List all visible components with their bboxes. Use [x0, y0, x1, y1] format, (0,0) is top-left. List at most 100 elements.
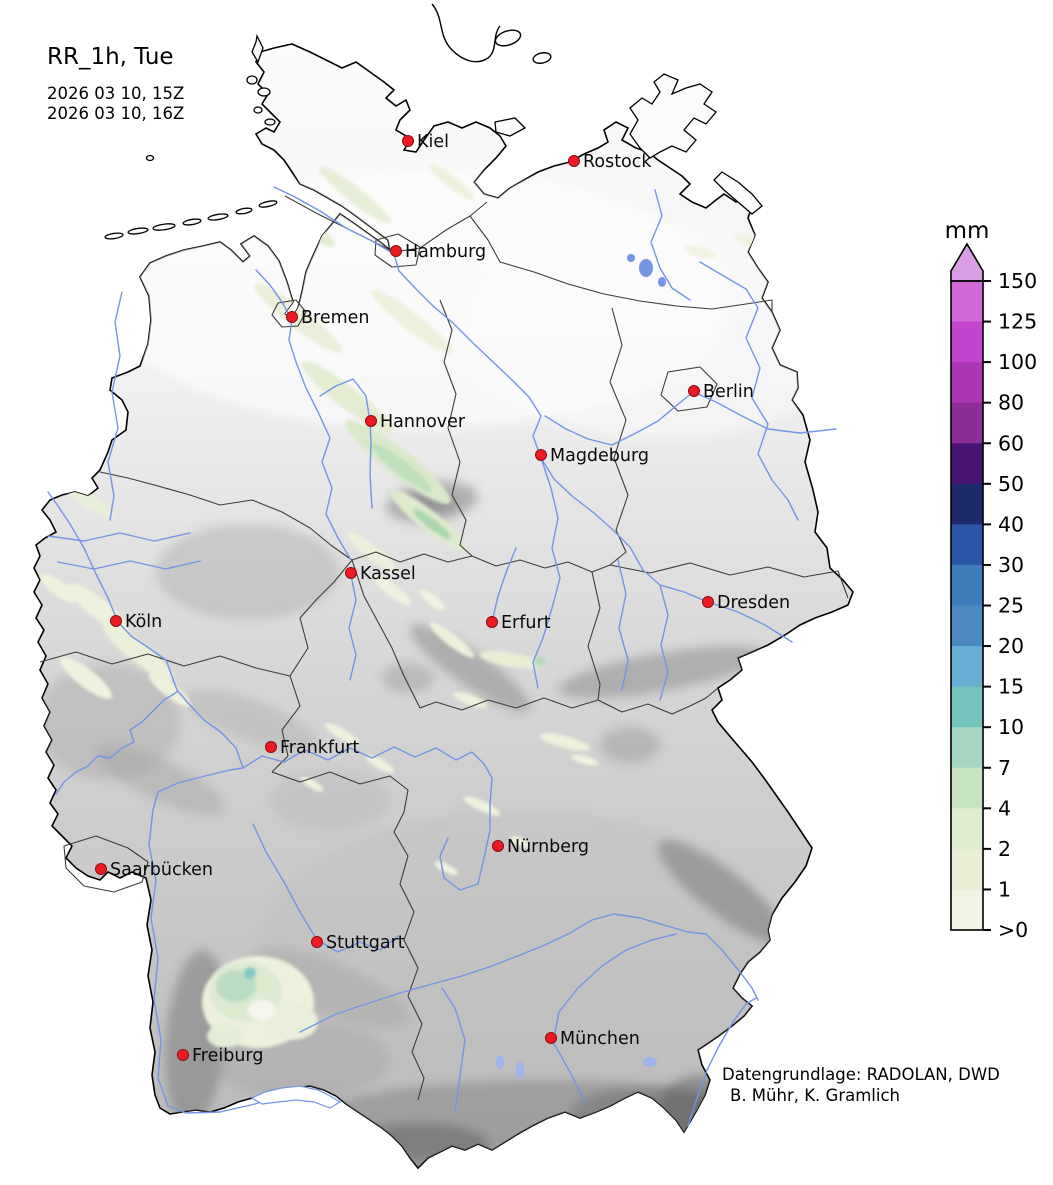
city-dot-Magdeburg — [535, 449, 547, 461]
river-weser — [255, 269, 352, 561]
river-elbe — [273, 186, 793, 643]
river-leine — [319, 378, 373, 509]
colorbar-segment — [951, 889, 983, 931]
city-label-Hamburg: Hamburg — [405, 242, 486, 262]
colorbar-segment — [951, 564, 983, 607]
island-helgoland — [145, 154, 155, 162]
city-label-Kassel: Kassel — [360, 564, 416, 584]
city-dot-Berlin — [688, 385, 700, 397]
river-ems — [107, 291, 123, 521]
city-markers: Kiel Rostock Hamburg Bremen Berlin Hannover Ma… — [95, 132, 790, 1066]
colorbar-unit-label: mm — [945, 218, 990, 244]
colorbar-tick-label: 10 — [998, 715, 1024, 739]
city-label-Magdeburg: Magdeburg — [550, 446, 649, 466]
city-label-Dresden: Dresden — [717, 593, 790, 613]
attribution: Datengrundlage: RADOLAN, DWD B. Mühr, K.… — [722, 1064, 1000, 1106]
island-sylt — [251, 33, 264, 64]
attribution-source: Datengrundlage: RADOLAN, DWD — [722, 1065, 1000, 1084]
city-label-Köln: Köln — [125, 612, 162, 632]
city-dot-Köln — [110, 615, 122, 627]
title-block: RR_1h, Tue — [47, 44, 174, 70]
colorbar-segment — [951, 605, 983, 647]
city-label-Nürnberg: Nürnberg — [507, 837, 589, 857]
city-label-Bremen: Bremen — [301, 308, 370, 328]
city-label-Kiel: Kiel — [417, 132, 449, 152]
city-label-Frankfurt: Frankfurt — [280, 738, 359, 758]
river-havel-spree — [544, 391, 837, 446]
colorbar-segment — [951, 402, 983, 444]
colorbar-segment — [951, 727, 983, 769]
island-ruegen — [629, 73, 717, 159]
city-dot-Bremen — [286, 311, 298, 323]
denmark-coast — [431, 3, 552, 64]
map-title: RR_1h, Tue — [47, 44, 174, 70]
colorbar-tick-label: 150 — [998, 269, 1037, 293]
colorbar-tick-label: 30 — [998, 553, 1024, 577]
city-dot-Stuttgart — [311, 936, 323, 948]
colorbar-segment — [951, 281, 983, 323]
islands — [104, 33, 763, 240]
city-dot-Hannover — [365, 415, 377, 427]
colorbar-tick-label: 20 — [998, 634, 1024, 658]
lake-mueritz — [639, 259, 653, 277]
colorbar-segment — [951, 848, 983, 891]
lake-chiemsee — [643, 1057, 657, 1067]
colorbar-tick-label: 7 — [998, 756, 1011, 780]
city-label-Freiburg: Freiburg — [192, 1046, 263, 1066]
colorbar-tick-label: >0 — [998, 918, 1028, 942]
river-danube — [299, 913, 759, 1033]
colorbar: 150 125 100 80 60 50 40 30 25 20 15 10 7 4 2 1 >0 — [950, 242, 1037, 942]
river-regnitz — [439, 829, 491, 891]
state-borders — [39, 195, 849, 1101]
river-oder — [699, 261, 799, 521]
colorbar-tick-label: 80 — [998, 391, 1024, 415]
timestamp-end: 2026 03 10, 16Z — [47, 104, 185, 123]
colorbar-tick-label: 25 — [998, 594, 1024, 618]
city-dot-Rostock — [568, 155, 580, 167]
river-inn — [687, 997, 757, 1127]
city-label-München: München — [560, 1029, 640, 1049]
city-label-Stuttgart: Stuttgart — [326, 933, 405, 953]
city-label-Saarbücken: Saarbücken — [110, 860, 213, 880]
colorbar-overflow-arrow — [950, 242, 984, 282]
colorbar-segment — [951, 686, 983, 728]
city-dot-Erfurt — [486, 616, 498, 628]
colorbar-segment — [951, 483, 983, 525]
colorbar-segment — [951, 767, 983, 809]
colorbar-tick-label: 125 — [998, 310, 1037, 334]
city-dot-Kassel — [345, 567, 357, 579]
colorbar-segment — [951, 362, 983, 404]
colorbar-segment — [951, 808, 983, 850]
city-dot-Kiel — [402, 135, 414, 147]
island-fehmarn — [494, 117, 527, 137]
river-mosel — [55, 691, 178, 795]
city-label-Berlin: Berlin — [703, 382, 754, 402]
city-label-Rostock: Rostock — [583, 152, 652, 172]
colorbar-segment — [951, 646, 983, 688]
colorbar-tick-label: 40 — [998, 512, 1024, 536]
colorbar-segment — [951, 524, 983, 566]
city-label-Erfurt: Erfurt — [501, 613, 551, 633]
city-dot-Dresden — [702, 596, 714, 608]
colorbar-tick-label: 100 — [998, 350, 1037, 374]
timestamp-block: 2026 03 10, 15Z 2026 03 10, 16Z — [47, 84, 184, 124]
river-isar — [552, 933, 677, 1103]
city-dot-München — [545, 1032, 557, 1044]
city-dot-Hamburg — [390, 245, 402, 257]
colorbar-tick-label: 4 — [998, 796, 1011, 820]
city-label-Hannover: Hannover — [380, 412, 466, 432]
river-rhine — [47, 491, 294, 1114]
river-saale — [532, 457, 561, 689]
colorbar-segment — [951, 443, 983, 485]
city-dot-Freiburg — [177, 1049, 189, 1061]
colorbar-tick-label: 2 — [998, 837, 1011, 861]
river-lech — [441, 987, 466, 1113]
city-dot-Nürnberg — [492, 840, 504, 852]
island-usedom — [713, 171, 763, 215]
river-main — [242, 746, 493, 831]
colorbar-tick-label: 15 — [998, 675, 1024, 699]
colorbar-tick-label: 1 — [998, 877, 1011, 901]
colorbar-segment — [951, 321, 983, 363]
